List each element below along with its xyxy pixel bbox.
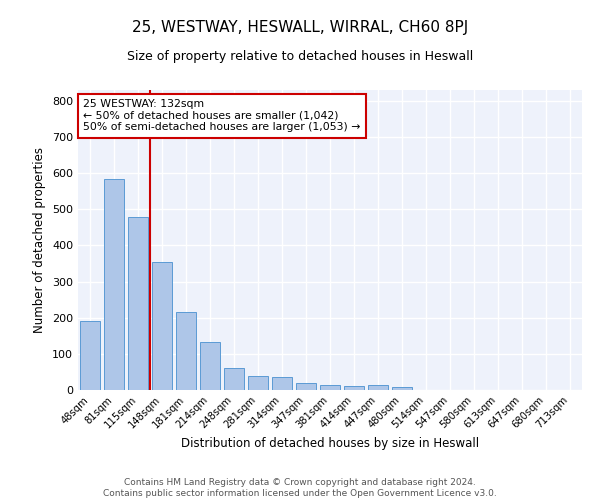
Bar [368, 386, 388, 390]
Text: Size of property relative to detached houses in Heswall: Size of property relative to detached ho… [127, 50, 473, 63]
Bar [200, 342, 220, 390]
Bar [248, 376, 268, 390]
Bar [344, 386, 364, 390]
Bar [224, 368, 244, 390]
Bar [296, 383, 316, 390]
Text: 25 WESTWAY: 132sqm
← 50% of detached houses are smaller (1,042)
50% of semi-deta: 25 WESTWAY: 132sqm ← 50% of detached hou… [83, 99, 361, 132]
Bar [152, 262, 172, 390]
Bar [392, 386, 412, 390]
Y-axis label: Number of detached properties: Number of detached properties [34, 147, 46, 333]
Text: 25, WESTWAY, HESWALL, WIRRAL, CH60 8PJ: 25, WESTWAY, HESWALL, WIRRAL, CH60 8PJ [132, 20, 468, 35]
Bar [320, 384, 340, 390]
Text: Contains HM Land Registry data © Crown copyright and database right 2024.
Contai: Contains HM Land Registry data © Crown c… [103, 478, 497, 498]
Bar [176, 312, 196, 390]
Bar [104, 180, 124, 390]
Bar [128, 216, 148, 390]
Bar [272, 378, 292, 390]
X-axis label: Distribution of detached houses by size in Heswall: Distribution of detached houses by size … [181, 438, 479, 450]
Bar [80, 320, 100, 390]
